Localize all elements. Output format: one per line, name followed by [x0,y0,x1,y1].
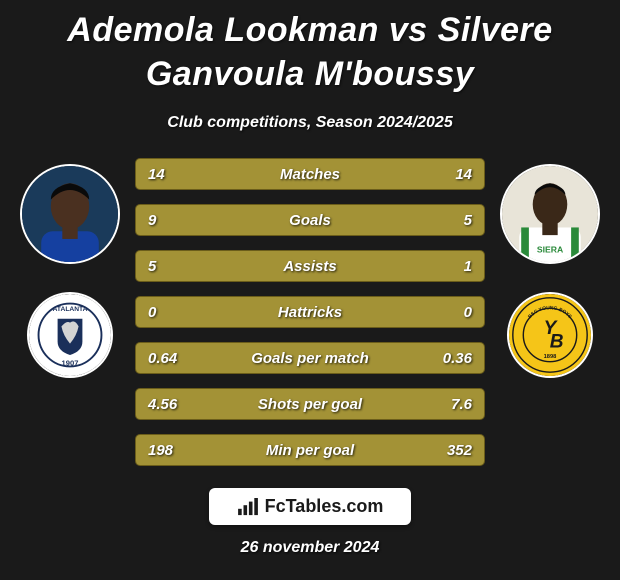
comparison-date: 26 november 2024 [241,539,380,557]
brand-chart-icon [237,498,259,516]
stat-value-a: 14 [148,166,203,183]
comparison-body: ATALANTA 1907 14Matches149Goals55Assists… [12,158,608,466]
stat-label: Shots per goal [203,396,417,413]
stat-label: Matches [203,166,417,183]
page-title: Ademola Lookman vs Silvere Ganvoula M'bo… [12,8,608,96]
stat-value-a: 4.56 [148,396,203,413]
player-b-portrait: SIERA [500,164,600,264]
stat-value-b: 7.6 [417,396,472,413]
brand-link[interactable]: FcTables.com [209,488,412,525]
stat-label: Goals [203,212,417,229]
svg-text:B: B [550,332,564,353]
stat-value-b: 352 [417,442,472,459]
stat-bar: 14Matches14 [135,158,485,190]
stat-bar: 4.56Shots per goal7.6 [135,388,485,420]
brand-text: FcTables.com [265,496,384,517]
stat-value-a: 0.64 [148,350,203,367]
stat-bar: 5Assists1 [135,250,485,282]
comparison-card: Ademola Lookman vs Silvere Ganvoula M'bo… [0,0,620,580]
stat-label: Assists [203,258,417,275]
player-a-portrait [20,164,120,264]
svg-text:1907: 1907 [62,359,79,368]
player-a-column: ATALANTA 1907 [15,158,125,378]
stat-bar: 198Min per goal352 [135,434,485,466]
stat-value-b: 14 [417,166,472,183]
stat-value-b: 5 [417,212,472,229]
stat-value-a: 9 [148,212,203,229]
svg-text:SIERA: SIERA [537,245,563,255]
stat-value-a: 5 [148,258,203,275]
svg-text:ATALANTA: ATALANTA [53,307,88,314]
stat-value-b: 1 [417,258,472,275]
stat-label: Goals per match [203,350,417,367]
player-b-column: SIERA Y B 1898 BSC YOUNG BOYS [495,158,605,378]
stats-column: 14Matches149Goals55Assists10Hattricks00.… [135,158,485,466]
stat-label: Hattricks [203,304,417,321]
stat-value-b: 0 [417,304,472,321]
stat-value-b: 0.36 [417,350,472,367]
stat-label: Min per goal [203,442,417,459]
footer: FcTables.com 26 november 2024 [12,488,608,557]
stat-bar: 9Goals5 [135,204,485,236]
stat-value-a: 0 [148,304,203,321]
player-b-club-badge: Y B 1898 BSC YOUNG BOYS [507,292,593,378]
player-a-club-badge: ATALANTA 1907 [27,292,113,378]
subtitle: Club competitions, Season 2024/2025 [12,114,608,132]
stat-bar: 0.64Goals per match0.36 [135,342,485,374]
svg-text:1898: 1898 [544,354,557,360]
stat-value-a: 198 [148,442,203,459]
stat-bar: 0Hattricks0 [135,296,485,328]
